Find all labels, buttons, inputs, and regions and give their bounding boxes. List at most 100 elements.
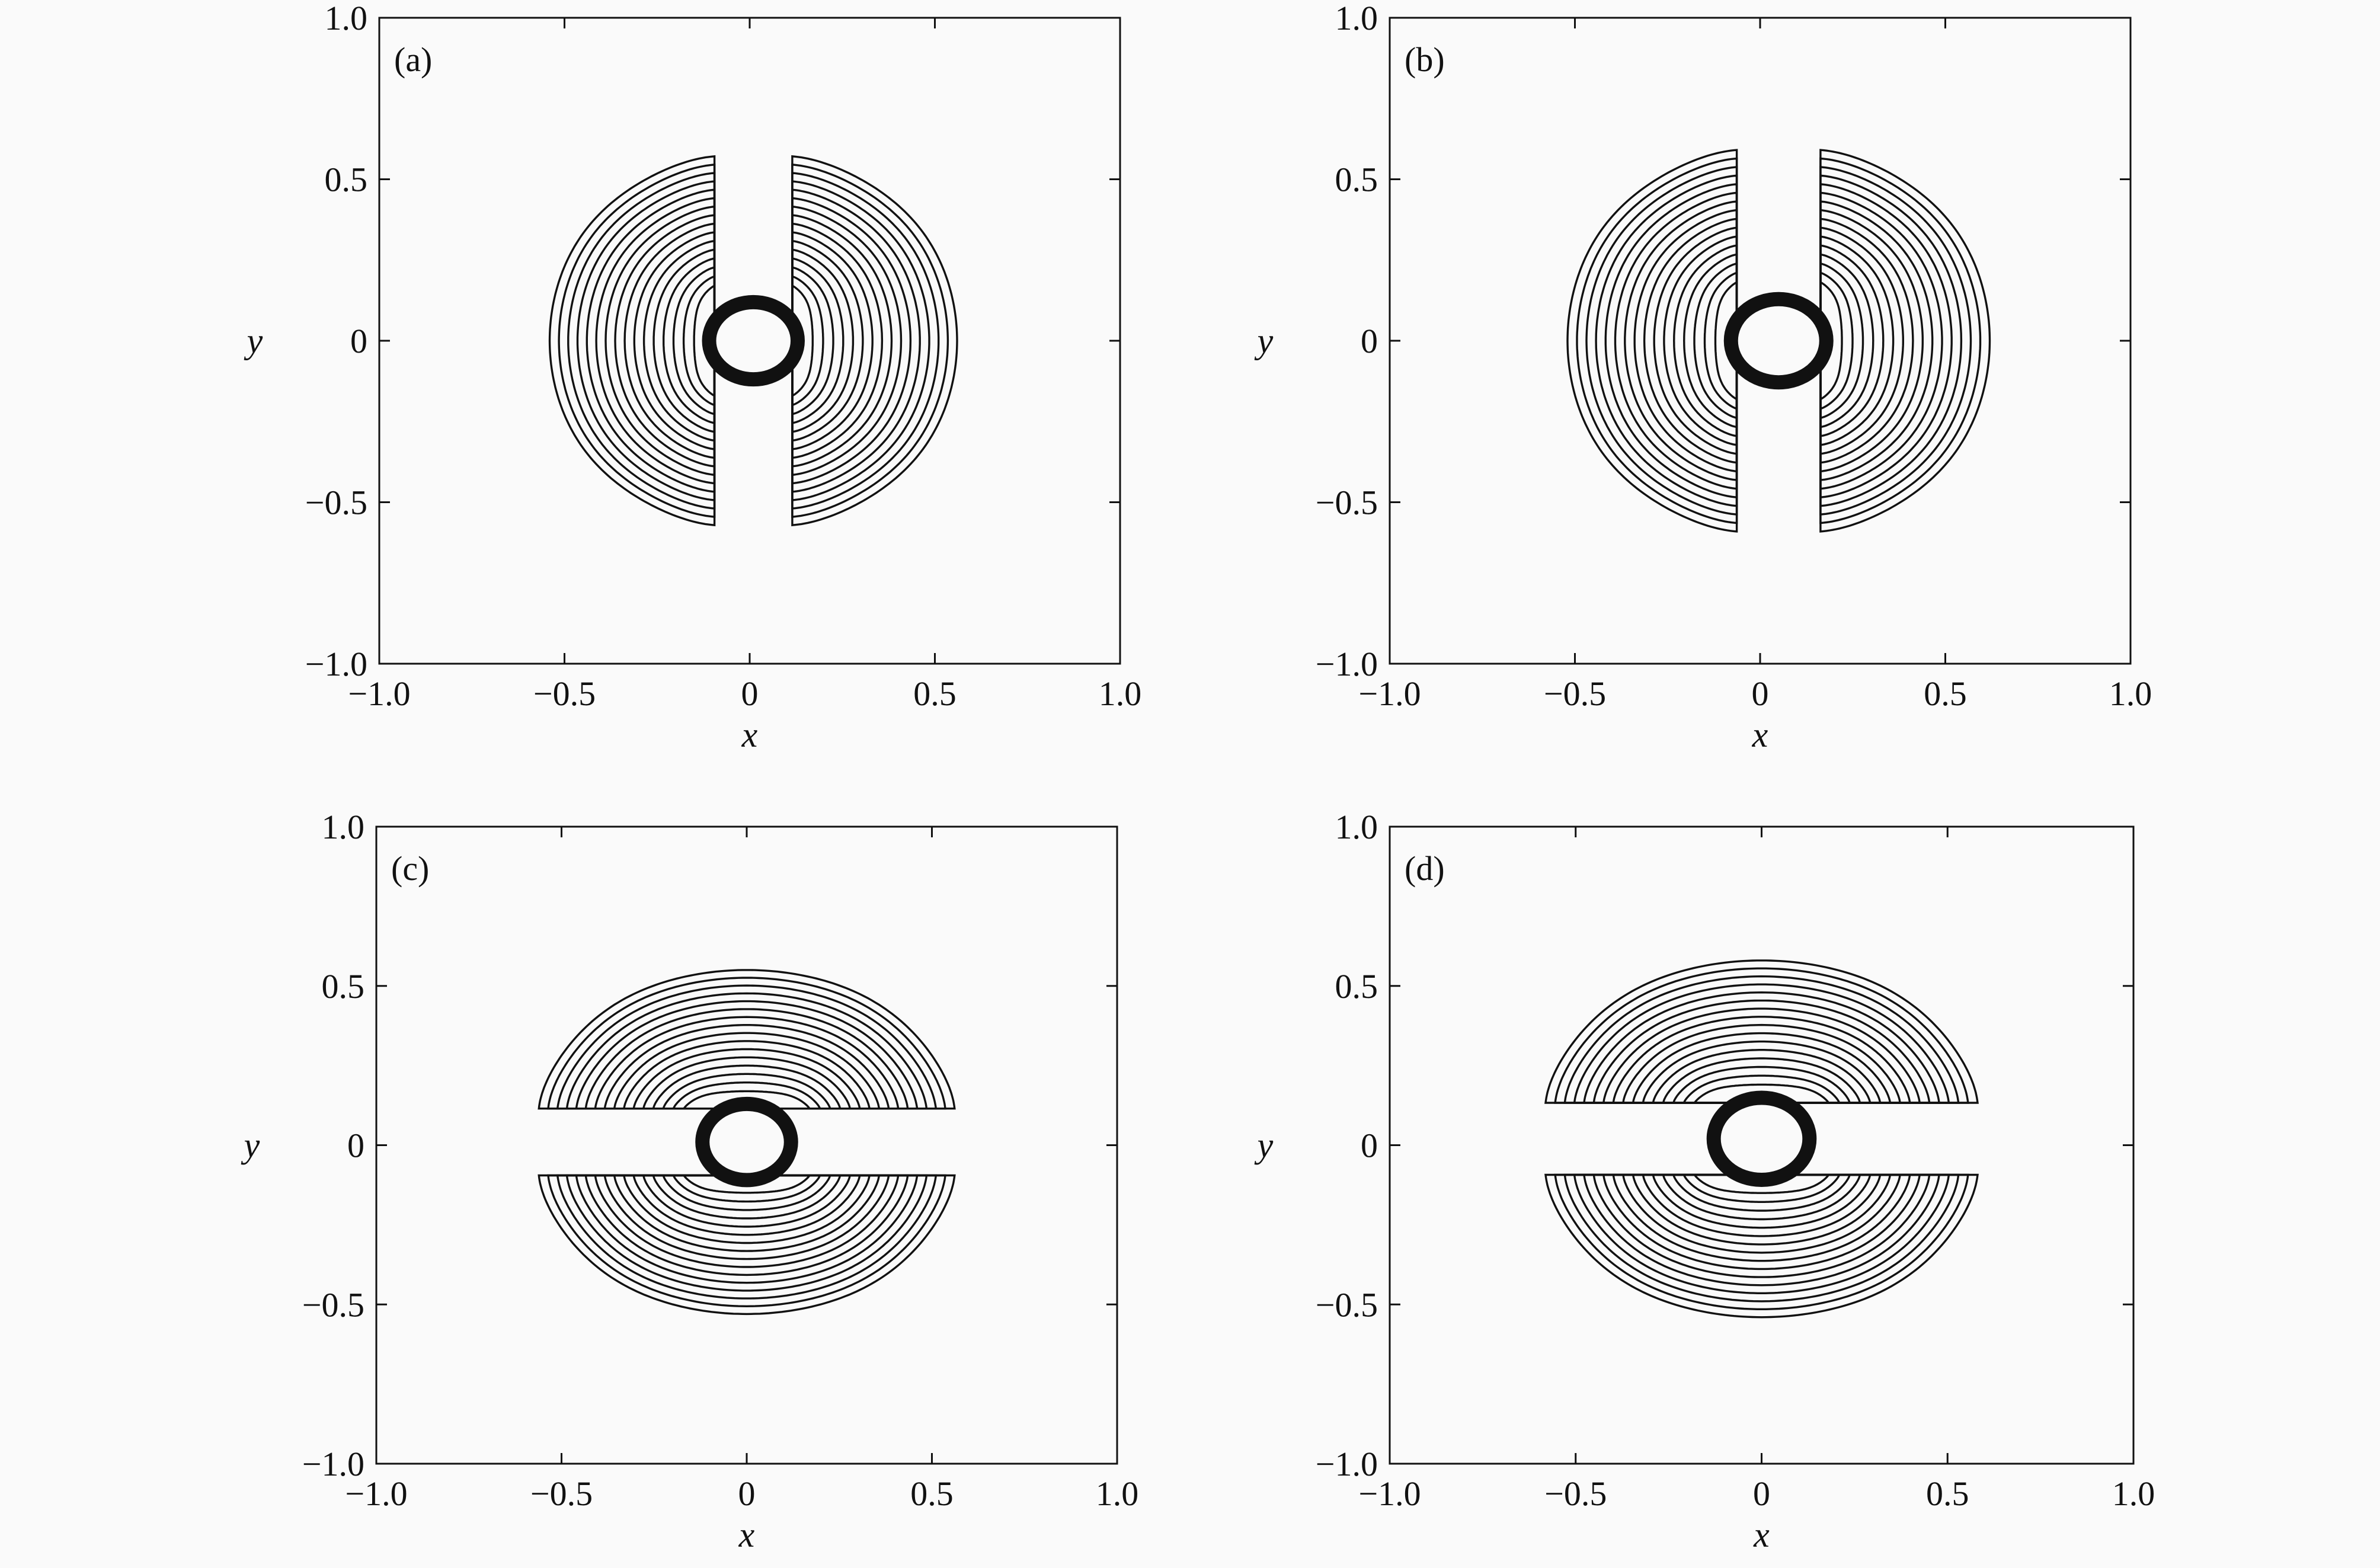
- contour-line: [1614, 191, 1738, 490]
- contour-line: [603, 1024, 890, 1110]
- contour-line: [1682, 1173, 1841, 1203]
- contour-line: [565, 992, 928, 1110]
- contour-line: [1576, 157, 1738, 524]
- contour-line: [1573, 1173, 1950, 1294]
- contour-line: [672, 1081, 821, 1110]
- contour-line: [1642, 1173, 1882, 1237]
- contour-line: [1595, 174, 1738, 507]
- plot-frame: [375, 825, 1118, 1465]
- contour-line: [623, 222, 716, 459]
- contour-line: [1819, 183, 1953, 499]
- contour-line: [632, 1048, 861, 1110]
- contour-line: [595, 197, 716, 485]
- y-tick-label: −0.5: [1316, 1285, 1378, 1324]
- contour-line: [642, 239, 716, 442]
- contour-line: [1819, 165, 1972, 516]
- y-tick-label: 0: [350, 322, 367, 360]
- contour-line: [693, 284, 716, 398]
- contour-line: [1544, 959, 1979, 1104]
- contour-line: [672, 1174, 821, 1203]
- contour-line: [791, 188, 921, 493]
- contour-line: [594, 1174, 900, 1268]
- contour-line: [1653, 226, 1738, 455]
- contour-line: [791, 239, 864, 442]
- x-axis-label: x: [1753, 1515, 1770, 1554]
- x-tick-label: 1.0: [2112, 1474, 2155, 1513]
- contour-line: [1602, 1007, 1921, 1104]
- contour-line: [538, 969, 956, 1110]
- contour-line: [791, 214, 893, 468]
- y-tick-label: 1.0: [1335, 0, 1378, 37]
- contour-line: [791, 275, 824, 407]
- contour-line: [663, 257, 716, 424]
- contour-line: [1819, 157, 1982, 524]
- contour-line: [614, 214, 716, 468]
- contour-line: [1554, 1173, 1969, 1310]
- contour-line: [575, 1174, 919, 1284]
- plot-frame: [378, 17, 1121, 665]
- x-axis-label: x: [738, 1515, 755, 1554]
- contour-line: [1652, 1173, 1872, 1229]
- contour-line: [1672, 1173, 1851, 1212]
- y-tick-label: 0.5: [1335, 161, 1378, 199]
- panel-label: (d): [1405, 849, 1445, 888]
- y-tick-label: 0: [1361, 322, 1378, 360]
- x-tick-label: −0.5: [1544, 674, 1606, 713]
- x-tick-label: −0.5: [530, 1474, 593, 1513]
- contour-line: [1592, 999, 1931, 1104]
- contour-line: [556, 984, 938, 1110]
- contour-line: [622, 1174, 871, 1244]
- core-ring: [1706, 1090, 1817, 1187]
- contour-line: [642, 1056, 852, 1110]
- contour-line: [682, 1090, 811, 1110]
- contour-line: [1819, 253, 1874, 428]
- contour-line: [1602, 1173, 1921, 1271]
- contour-line: [556, 1174, 938, 1300]
- core-ring: [702, 295, 805, 387]
- y-tick-label: −0.5: [1316, 484, 1378, 522]
- contour-line: [791, 257, 844, 424]
- contour-line: [565, 1174, 928, 1292]
- contour-line: [613, 1174, 881, 1252]
- y-tick-label: −0.5: [305, 484, 367, 522]
- x-tick-label: 1.0: [1099, 674, 1142, 713]
- y-tick-label: 1.0: [325, 0, 368, 37]
- contour-line: [1819, 262, 1864, 420]
- contour-line: [1633, 209, 1738, 473]
- x-tick-label: −0.5: [533, 674, 596, 713]
- x-axis-label: x: [1752, 715, 1768, 754]
- contour-line: [791, 163, 949, 519]
- contour-line: [586, 188, 716, 493]
- contour-line: [632, 1174, 861, 1236]
- x-tick-label: 0: [1753, 1474, 1770, 1513]
- contour-lines: [1544, 959, 1979, 1319]
- core-ring: [695, 1096, 798, 1188]
- contour-line: [791, 248, 855, 433]
- contour-line: [547, 1174, 946, 1308]
- contour-line: [633, 231, 716, 450]
- contour-line: [1582, 1173, 1941, 1287]
- y-tick-label: 0: [1361, 1127, 1378, 1165]
- contour-line: [1652, 1049, 1872, 1104]
- contour-line: [1819, 200, 1934, 482]
- contour-line: [548, 155, 716, 527]
- contour-line: [1819, 191, 1943, 490]
- contour-line: [547, 977, 946, 1110]
- panel-b: −1.0 −0.5 0 0.5 1.0 1.0 0.5 0 −0.5 −1.0 x y (b): [1254, 0, 2152, 754]
- contour-line: [791, 155, 958, 527]
- contour-line: [1819, 174, 1963, 507]
- y-axis-label: y: [1254, 1126, 1274, 1165]
- x-tick-label: −1.0: [1358, 674, 1421, 713]
- contour-line: [576, 180, 716, 501]
- y-tick-label: −1.0: [1316, 1445, 1378, 1483]
- y-axis-label: y: [241, 1126, 260, 1165]
- contour-line: [791, 284, 814, 398]
- y-tick-label: 0: [347, 1127, 364, 1165]
- contour-line: [791, 172, 940, 510]
- contour-line: [1642, 1040, 1882, 1104]
- contour-line: [1662, 1057, 1861, 1104]
- contour-line: [1621, 1023, 1902, 1104]
- y-axis-label: y: [244, 321, 263, 360]
- contour-line: [558, 163, 716, 519]
